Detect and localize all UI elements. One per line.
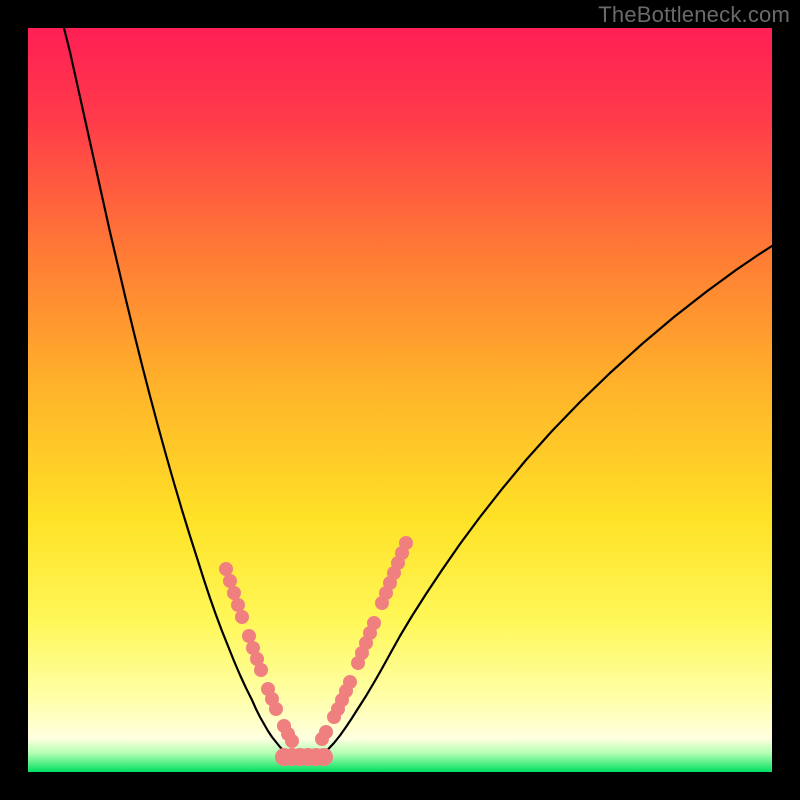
left-marker	[242, 629, 256, 643]
left-marker	[235, 610, 249, 624]
left-marker	[231, 598, 245, 612]
right-marker	[399, 536, 413, 550]
bottom-marker	[315, 748, 333, 766]
left-curve	[64, 28, 304, 762]
left-marker	[254, 663, 268, 677]
watermark-text: TheBottleneck.com	[598, 2, 790, 28]
right-marker	[319, 725, 333, 739]
left-marker	[227, 586, 241, 600]
left-marker	[285, 734, 299, 748]
left-marker	[219, 562, 233, 576]
left-marker	[223, 574, 237, 588]
right-marker	[367, 616, 381, 630]
right-marker	[343, 675, 357, 689]
chart-frame: TheBottleneck.com	[0, 0, 800, 800]
right-curve	[304, 246, 772, 762]
left-marker	[269, 702, 283, 716]
curve-overlay	[28, 28, 772, 772]
